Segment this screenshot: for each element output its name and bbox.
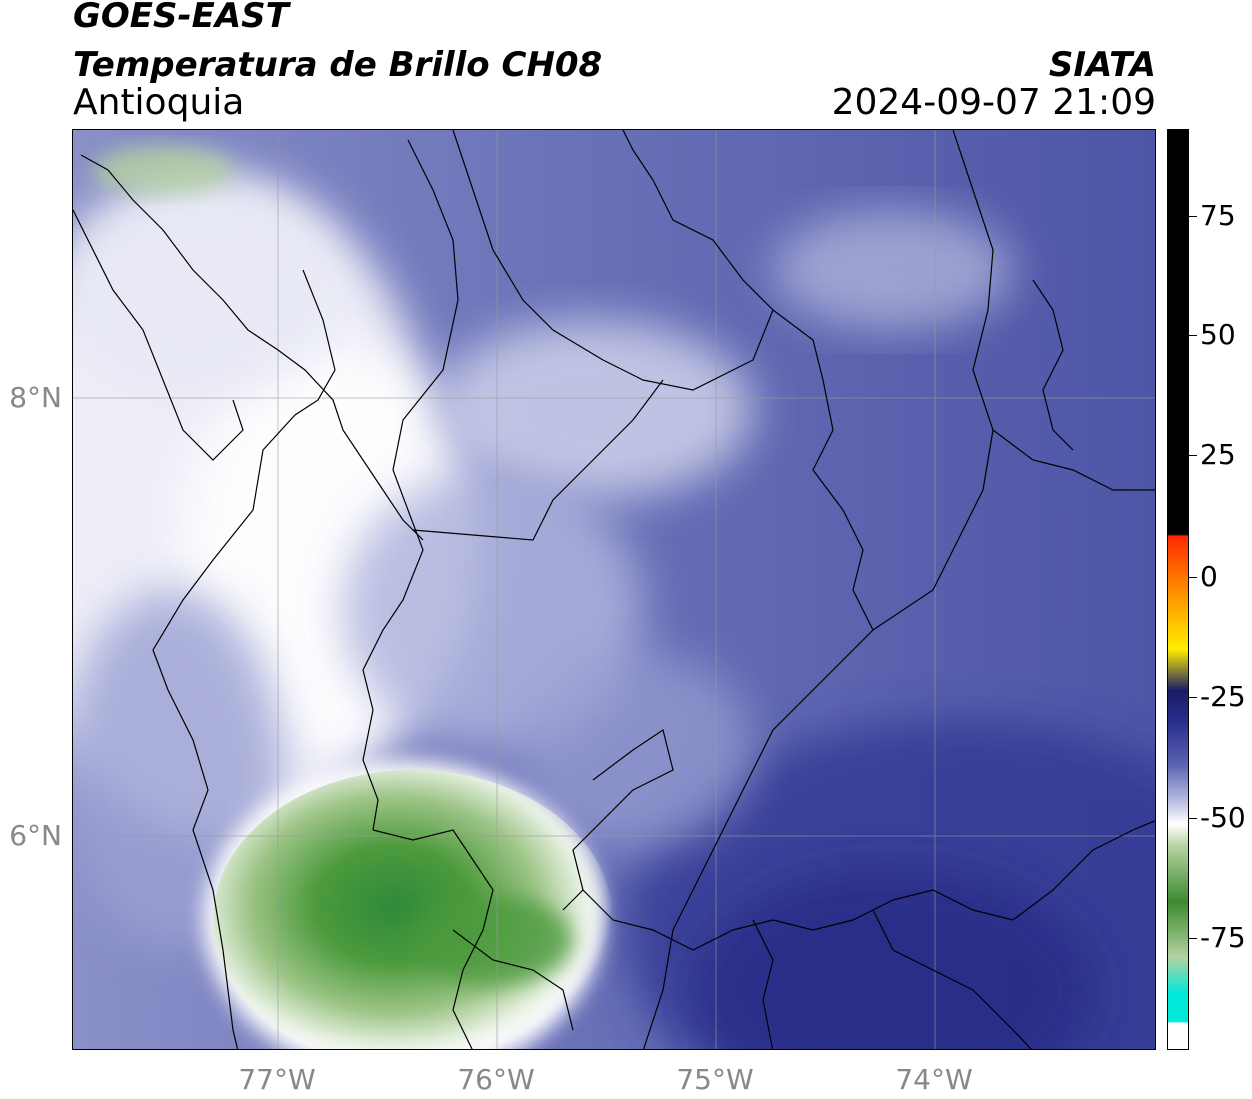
colorbar-tick bbox=[1189, 455, 1197, 456]
colorbar-label: 75 bbox=[1200, 199, 1236, 232]
colorbar-label: 25 bbox=[1200, 438, 1236, 471]
lon-label-75w: 75°W bbox=[676, 1063, 754, 1096]
colorbar-label: 50 bbox=[1200, 318, 1236, 351]
map-panel bbox=[72, 129, 1156, 1050]
colorbar-tick bbox=[1189, 697, 1197, 698]
colorbar-label: -50 bbox=[1200, 801, 1246, 834]
colorbar-tick bbox=[1189, 938, 1197, 939]
colorbar bbox=[1167, 129, 1189, 1050]
colorbar-label: 0 bbox=[1200, 560, 1218, 593]
colorbar-tick bbox=[1189, 216, 1197, 217]
colorbar-tick bbox=[1189, 818, 1197, 819]
product-title: Temperatura de Brillo CH08 bbox=[73, 45, 603, 85]
brightness-temperature-map bbox=[73, 130, 1155, 1049]
colorbar-tick bbox=[1189, 335, 1197, 336]
organization-label: SIATA bbox=[1048, 45, 1156, 85]
lon-label-74w: 74°W bbox=[895, 1063, 973, 1096]
satellite-title: GOES-EAST bbox=[73, 0, 289, 36]
lat-label-8n: 8°N bbox=[9, 381, 62, 414]
lat-label-6n: 6°N bbox=[9, 819, 62, 852]
colorbar-tick bbox=[1189, 577, 1197, 578]
timestamp-label: 2024-09-07 21:09 bbox=[831, 82, 1156, 123]
lon-label-76w: 76°W bbox=[457, 1063, 535, 1096]
colorbar-label: -75 bbox=[1200, 921, 1246, 954]
region-label: Antioquia bbox=[73, 82, 245, 123]
colorbar-label: -25 bbox=[1200, 680, 1246, 713]
lon-label-77w: 77°W bbox=[238, 1063, 316, 1096]
